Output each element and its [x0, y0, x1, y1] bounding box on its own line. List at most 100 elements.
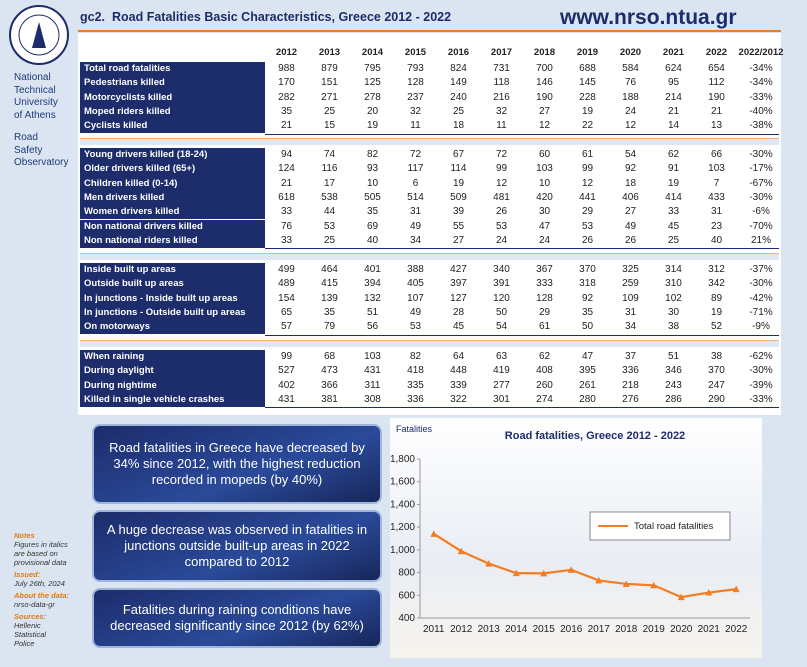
callout: Fatalities during raining conditions hav…	[92, 588, 382, 648]
cell-value: 261	[579, 379, 596, 391]
cell-value: 527	[278, 365, 295, 377]
cell-value: 30	[667, 306, 680, 318]
cell-value: 151	[321, 77, 338, 89]
cell-value: 25	[452, 105, 465, 117]
cell-change: -30%	[749, 149, 773, 160]
cell-value: 79	[323, 321, 336, 333]
cell-value: 301	[493, 393, 510, 405]
cell-value: 32	[495, 105, 508, 117]
cell-value: 346	[665, 365, 682, 377]
cell-value: 53	[581, 220, 594, 232]
cell-value: 47	[538, 220, 551, 232]
row-label: Children killed (0-14)	[80, 176, 265, 191]
row-label: In junctions - Inside built up areas	[80, 291, 265, 306]
cell-value: 277	[493, 379, 510, 391]
cell-change: -33%	[749, 91, 773, 103]
cell-value: 76	[624, 77, 637, 89]
cell-value: 7	[713, 177, 720, 189]
sidebar: National Technical University of Athens Road…	[14, 72, 74, 170]
cell-value: 18	[452, 120, 465, 132]
cell-value: 91	[667, 163, 680, 175]
cell-value: 33	[280, 234, 293, 246]
cell-value: 117	[407, 163, 424, 175]
cell-value: 40	[710, 234, 723, 246]
cell-value: 339	[450, 379, 467, 391]
cell-value: 367	[536, 264, 553, 275]
cell-value: 24	[538, 234, 551, 246]
cell-value: 128	[536, 292, 553, 304]
group-band	[265, 407, 779, 409]
cell-value: 62	[538, 351, 551, 362]
row-label: In junctions - Outside built up areas	[80, 305, 265, 321]
cell-value: 688	[579, 63, 596, 74]
cell-value: 118	[493, 77, 510, 89]
cell-value: 584	[622, 63, 639, 74]
cell-value: 216	[493, 91, 510, 103]
cell-value: 29	[581, 206, 594, 218]
cell-value: 314	[665, 264, 682, 275]
cell-value: 15	[323, 120, 336, 132]
cell-value: 35	[366, 206, 379, 218]
row-label: On motorways	[80, 320, 265, 335]
row-label: Young drivers killed (18-24)	[80, 148, 265, 163]
x-tick-label: 2014	[505, 624, 528, 635]
cell-value: 336	[622, 365, 639, 377]
cell-value: 10	[538, 177, 551, 189]
cell-value: 68	[323, 351, 336, 362]
cell-value: 342	[708, 278, 725, 290]
cell-change: -9%	[752, 321, 770, 333]
x-tick-label: 2022	[725, 624, 748, 635]
cell-value: 489	[278, 278, 295, 290]
cell-value: 402	[278, 379, 295, 391]
column-header: 2020	[619, 47, 642, 58]
cell-value: 35	[323, 306, 336, 318]
cell-value: 190	[708, 91, 725, 103]
column-header: 2017	[490, 47, 513, 58]
cell-value: 49	[409, 220, 422, 232]
cell-value: 99	[581, 163, 594, 175]
row-label: Men drivers killed	[80, 190, 265, 206]
callout: Road fatalities in Greece have decreased…	[92, 424, 382, 504]
note-head: About the data:	[14, 591, 69, 600]
spacer	[14, 122, 74, 132]
notes: Notes Figures in italics are based on provi…	[14, 528, 76, 648]
cell-value: 394	[364, 278, 381, 290]
cell-value: 408	[536, 365, 553, 377]
cell-change: -30%	[749, 191, 773, 203]
unit-line: Safety	[14, 144, 43, 156]
cell-value: 127	[450, 292, 467, 304]
cell-value: 415	[321, 278, 338, 290]
cell-value: 499	[278, 264, 295, 275]
marker	[512, 569, 520, 577]
row-label: Pedestrians killed	[80, 76, 265, 91]
cell-value: 11	[410, 120, 421, 132]
cell-value: 92	[581, 292, 594, 304]
cell-change: -37%	[749, 264, 773, 275]
cell-value: 14	[667, 120, 680, 132]
cell-value: 37	[624, 351, 637, 362]
cell-value: 53	[409, 321, 422, 333]
cell-value: 12	[495, 177, 508, 189]
cell-change: -39%	[749, 379, 773, 391]
column-header: 2022	[705, 47, 728, 58]
chart-title: Road fatalities, Greece 2012 - 2022	[505, 430, 685, 442]
column-header: 2021	[662, 47, 685, 58]
cell-value: 282	[278, 91, 295, 103]
cell-change: -6%	[752, 206, 770, 218]
cell-value: 654	[708, 63, 725, 74]
cell-value: 731	[493, 63, 510, 74]
cell-value: 45	[667, 220, 680, 232]
cell-value: 25	[667, 234, 680, 246]
cell-value: 114	[450, 163, 467, 175]
y-tick-label: 1,800	[390, 454, 415, 465]
cell-value: 505	[364, 191, 381, 203]
cell-value: 29	[538, 306, 551, 318]
cell-value: 10	[366, 177, 379, 189]
row-label: During daylight	[80, 364, 265, 379]
cell-value: 405	[407, 278, 424, 290]
cell-value: 26	[495, 206, 508, 218]
cell-value: 65	[280, 306, 293, 318]
cell-change: -42%	[749, 292, 773, 304]
cell-value: 311	[364, 379, 381, 391]
